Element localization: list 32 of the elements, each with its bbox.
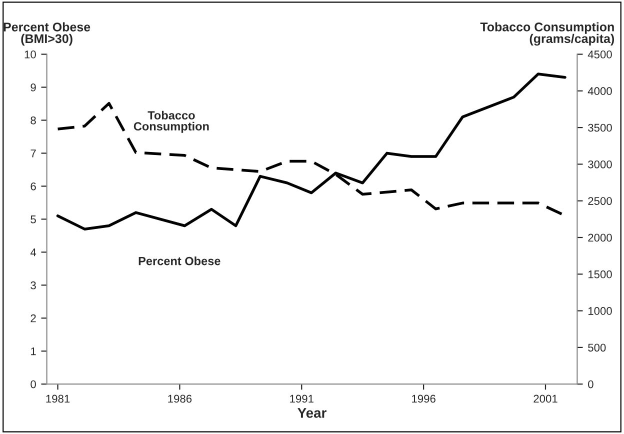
y-tick-label: 10 xyxy=(24,50,36,58)
y-tick-label: 5 xyxy=(30,216,36,224)
y2-tick-label: 4000 xyxy=(588,87,612,96)
y2-tick-label: 1000 xyxy=(588,307,612,315)
y2-tick-label: 500 xyxy=(588,344,606,352)
y2-tick-label: 3500 xyxy=(588,124,612,132)
y-tick-label: 0 xyxy=(30,380,36,388)
x-tick-label: 2001 xyxy=(534,394,558,403)
y-tick-label: 1 xyxy=(31,347,36,356)
x-axis-title: Year xyxy=(298,408,326,418)
y2-tick-label: 0 xyxy=(588,380,594,388)
line-series xyxy=(56,72,566,230)
y2-tick-label: 2500 xyxy=(588,197,612,205)
y-tick-label: 6 xyxy=(30,182,36,190)
x-tick-label: 1981 xyxy=(46,394,70,403)
annotation: Percent Obese xyxy=(138,256,220,266)
y2-tick-label: 4500 xyxy=(588,50,612,58)
y-tick-label: 2 xyxy=(30,314,36,322)
y-tick-label: 4 xyxy=(30,248,36,256)
y-axis-title: Percent Obese (BMI>30) xyxy=(4,22,90,46)
y2-tick-label: 3000 xyxy=(588,160,612,168)
y-tick-label: 3 xyxy=(30,281,36,290)
y-tick-label: 9 xyxy=(30,84,36,92)
y2-tick-label: 2000 xyxy=(588,234,612,242)
annotation: Tobacco Consumption xyxy=(134,110,209,133)
y-tick-label: 8 xyxy=(30,116,36,124)
y2-tick-label: 1500 xyxy=(588,270,612,278)
x-tick-label: 1991 xyxy=(290,394,314,403)
y-tick-label: 7 xyxy=(30,150,36,158)
x-tick-label: 1986 xyxy=(168,394,192,403)
y2-axis-title: Tobacco Consumption (grams/capita) xyxy=(480,22,614,46)
x-tick-label: 1996 xyxy=(412,394,436,403)
